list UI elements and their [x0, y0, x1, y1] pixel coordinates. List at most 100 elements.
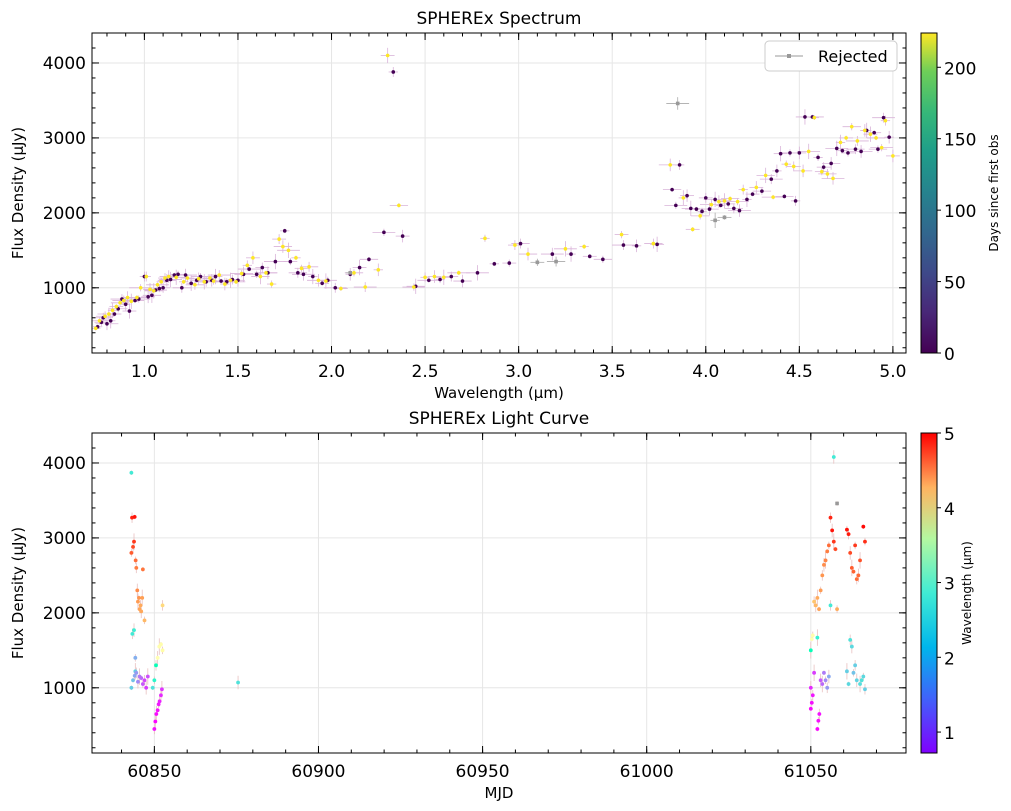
- spectrum-point: [825, 172, 830, 176]
- spectrum-point: [376, 268, 381, 272]
- spectrum-legend: Rejected: [764, 40, 898, 72]
- lightcurve-point: [134, 670, 139, 675]
- lightcurve-point: [159, 642, 163, 647]
- lightcurve-point: [809, 637, 814, 641]
- lightcurve-point: [160, 648, 165, 653]
- x-tick-label: 3.5: [599, 362, 626, 382]
- spectrum-point: [797, 151, 802, 155]
- spectrum-point: [741, 187, 745, 192]
- spectrum-point: [887, 135, 891, 139]
- x-tick-label: 60950: [456, 762, 510, 782]
- spectrum-point: [569, 252, 573, 256]
- lightcurve-point: [152, 678, 157, 683]
- lightcurve-point: [156, 702, 161, 707]
- spectrum-point: [849, 124, 854, 129]
- spectrum-point: [423, 275, 427, 280]
- spectrum-point: [412, 285, 416, 289]
- lightcurve-point: [816, 718, 821, 723]
- spectrum-point: [155, 283, 160, 287]
- spectrum-point: [234, 280, 238, 284]
- x-tick-label: 2.0: [318, 362, 345, 382]
- lightcurve-point: [858, 558, 862, 563]
- lightcurve-point: [851, 569, 856, 574]
- lightcurve-point: [129, 685, 134, 690]
- lightcurve-point: [823, 558, 828, 563]
- lightcurve-point: [136, 599, 140, 604]
- spectrum-point: [107, 312, 111, 316]
- lightcurve-point: [845, 669, 849, 674]
- spectrum-point: [108, 318, 113, 323]
- lightcurve-ylabel: Flux Density (μJy): [9, 527, 27, 659]
- lightcurve-point: [823, 678, 828, 683]
- lightcurve-grid: [92, 433, 906, 753]
- spectrum-point: [245, 263, 250, 268]
- lightcurve-xlabel: MJD: [485, 784, 514, 802]
- spectrum-point: [526, 252, 530, 256]
- x-tick-label: 61000: [620, 762, 674, 782]
- spectrum-point: [855, 139, 860, 143]
- lightcurve-point: [815, 635, 820, 640]
- spectrum-point: [161, 286, 165, 290]
- lightcurve-point: [848, 637, 853, 642]
- spectrum-point: [181, 280, 186, 284]
- spectrum-point: [718, 203, 723, 208]
- lightcurve-point: [812, 599, 816, 604]
- lightcurve-point: [808, 706, 813, 711]
- spectrum-point: [846, 151, 850, 155]
- lightcurve-point: [155, 655, 160, 660]
- spectrum-point: [709, 202, 714, 207]
- spectrum-point: [844, 136, 848, 140]
- lightcurve-point: [815, 595, 820, 600]
- spectrum-point: [301, 272, 306, 277]
- lightcurve-point: [826, 543, 831, 548]
- spectrum-point: [745, 197, 749, 202]
- lightcurve-point: [854, 577, 859, 582]
- lightcurve-point: [818, 588, 823, 593]
- spectrum-point: [550, 252, 555, 256]
- y-tick-label: 2000: [43, 204, 86, 224]
- spectrum-point: [228, 278, 233, 283]
- spectrum-point: [879, 145, 884, 150]
- spectrum-point: [775, 169, 779, 173]
- lightcurve-point: [133, 655, 138, 660]
- rejected-point: [554, 259, 558, 264]
- spectrum-point: [93, 326, 98, 331]
- x-tick-label: 2.5: [412, 362, 439, 382]
- x-tick-label: 1.5: [224, 362, 251, 382]
- spectrum-point: [352, 271, 356, 275]
- spectrum-point: [251, 256, 255, 260]
- lightcurve-point: [813, 603, 818, 608]
- lightcurve-point: [142, 618, 147, 623]
- spectrum-point: [651, 241, 656, 246]
- spectrum-point: [891, 154, 895, 158]
- lightcurve-point: [154, 663, 158, 668]
- lightcurve-point: [822, 670, 826, 675]
- lightcurve-point: [845, 527, 849, 532]
- spectrum-point: [180, 286, 184, 290]
- lightcurve-points: [129, 455, 867, 731]
- spectrum-point: [427, 278, 431, 283]
- spectrum-point: [239, 271, 244, 276]
- spectrum-point: [110, 308, 115, 313]
- lightcurve-errorbars: [130, 450, 866, 735]
- y-tick-label: 1000: [43, 279, 86, 299]
- lightcurve-point: [846, 682, 851, 686]
- lightcurve-point: [825, 685, 830, 690]
- spectrum-point: [223, 282, 227, 286]
- spectrum-point: [307, 265, 311, 269]
- spectrum-point: [432, 274, 437, 279]
- spectrum-point: [185, 276, 190, 280]
- lightcurve-point: [863, 687, 867, 692]
- spectrum-point: [97, 318, 102, 323]
- legend-label-rejected: Rejected: [818, 47, 888, 66]
- spectrum-xlabel: Wavelength (μm): [434, 384, 564, 402]
- lightcurve-point: [849, 565, 854, 570]
- spectrum-point: [316, 278, 321, 283]
- spectrum-point: [769, 177, 774, 181]
- colorbar-tick-label: 3: [944, 575, 955, 595]
- spectrum-title: SPHEREx Spectrum: [417, 9, 582, 29]
- spectrum-point: [324, 279, 328, 283]
- spectrum-point: [760, 189, 764, 193]
- colorbar-tick-label: 4: [944, 500, 955, 520]
